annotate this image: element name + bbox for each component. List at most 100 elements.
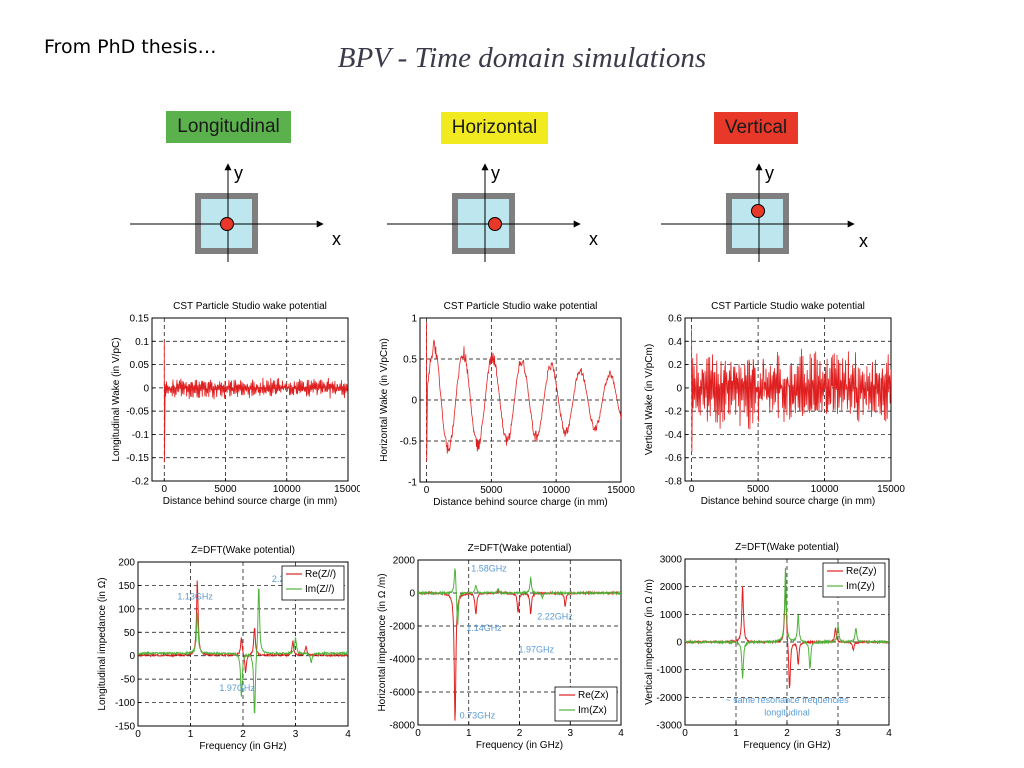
chart-title: Z=DFT(Wake potential): [191, 545, 295, 556]
horizontal-wake-chart: CST Particle Studio wake potential 0 5000 1…: [379, 301, 635, 508]
y-tick-label: 0: [129, 651, 135, 662]
frequency-annotation: 2.22GHz: [537, 611, 573, 621]
y-tick-label: -0.15: [126, 453, 149, 464]
frequency-annotation: longitudinal: [764, 707, 810, 717]
series-trace-im: [685, 567, 889, 679]
legend-box: [822, 562, 886, 598]
x-tick-label: 15000: [877, 484, 905, 495]
legend-entry: Re(Zy): [846, 566, 877, 577]
y-tick-label: 0.5: [403, 355, 417, 366]
longitudinal-wake-chart: CST Particle Studio wake potential 0 5000 1…: [111, 301, 360, 507]
frequency-annotation: 1.97GHz: [518, 644, 554, 654]
legend-entry: Im(Zy): [846, 581, 875, 592]
x-axis-label: x: [589, 229, 598, 249]
x-tick-label: 1: [466, 728, 472, 739]
series-trace-im: [418, 568, 621, 626]
y-tick-label: -1: [408, 478, 417, 489]
slide-title: BPV - Time domain simulations: [337, 42, 707, 74]
frequency-annotation: ~ same resonance frequencies: [725, 695, 849, 705]
horizontal-label: Horizontal: [441, 112, 548, 144]
x-tick-label: 1: [188, 729, 194, 740]
beam-position-marker: [751, 204, 765, 218]
y-axis-label: y: [491, 163, 500, 183]
x-tick-label: 0: [161, 484, 167, 495]
y-axis-label: Horizontal Wake (in V/pCm): [379, 338, 390, 462]
longitudinal-label: Longitudinal: [166, 111, 291, 143]
y-tick-label: 150: [118, 581, 135, 592]
y-axis-label: y: [234, 163, 243, 183]
y-tick-label: -0.5: [400, 437, 418, 448]
y-tick-label: -2000: [656, 693, 682, 704]
frequency-annotation: 1.97GHz: [219, 683, 255, 693]
y-axis-label: Vertical impedance (in Ω /m): [644, 579, 655, 705]
x-tick-label: 1: [733, 728, 739, 739]
x-tick-label: 0: [424, 485, 430, 496]
chart-title: Z=DFT(Wake potential): [735, 542, 839, 553]
y-tick-label: 0.15: [130, 314, 150, 325]
y-tick-label: -8000: [389, 721, 415, 732]
y-tick-label: -6000: [389, 688, 415, 699]
legend-box: [281, 565, 345, 601]
x-tick-label: 4: [886, 728, 892, 739]
y-tick-label: 0.6: [668, 314, 682, 325]
y-tick-label: -50: [121, 675, 136, 686]
x-tick-label: 15000: [334, 484, 360, 495]
legend-entry: Re(Zx): [578, 690, 609, 701]
y-tick-label: 3000: [660, 555, 683, 566]
series-trace-im: [138, 588, 348, 714]
wake-trace: [426, 322, 621, 462]
x-axis-label: Distance behind source charge (in mm): [433, 497, 608, 508]
y-tick-label: -1000: [656, 665, 682, 676]
longitudinal-impedance-chart: Z=DFT(Wake potential) 0 1 2 3 4 -150 -100 -50 0 50…: [97, 545, 351, 752]
x-axis-label: Frequency (in GHz): [743, 740, 830, 751]
legend-entry: Im(Z//): [305, 584, 334, 595]
vertical-impedance-chart: Z=DFT(Wake potential) 0 1 2 3 4 -3000 -2000 -100…: [644, 542, 892, 751]
horizontal-diagram: x y: [387, 163, 598, 262]
legend-box: [554, 686, 618, 722]
x-axis-label: Frequency (in GHz): [199, 741, 286, 752]
vertical-diagram: x y: [661, 163, 868, 262]
series-trace-re: [138, 580, 348, 673]
frequency-annotation: 1.58GHz: [471, 564, 507, 574]
x-axis-label: Distance behind source charge (in mm): [163, 496, 338, 507]
x-tick-label: 3: [835, 728, 841, 739]
x-tick-label: 15000: [607, 485, 635, 496]
y-tick-label: -0.2: [665, 407, 683, 418]
chart-title: CST Particle Studio wake potential: [444, 301, 598, 312]
x-axis-label: Frequency (in GHz): [476, 740, 563, 751]
plot-traces: [426, 322, 621, 462]
plot-traces: [138, 580, 348, 714]
y-tick-label: 0: [143, 383, 149, 394]
y-tick-label: -0.05: [126, 407, 149, 418]
frequency-annotation: 0.73GHz: [460, 710, 496, 720]
y-axis-label: Horizontal impedance (in Ω /m): [377, 573, 388, 711]
y-tick-label: 2000: [660, 582, 683, 593]
series-trace-re: [418, 588, 621, 721]
y-tick-label: -2000: [389, 622, 415, 633]
plot-traces: [685, 567, 889, 689]
x-tick-label: 3: [293, 729, 299, 740]
beam-pipe-diagrams: x y x y x y: [130, 163, 868, 262]
y-tick-label: -4000: [389, 655, 415, 666]
chart-legend: Re(Z//) Im(Z//): [281, 565, 345, 601]
plot-traces: [691, 329, 891, 452]
horizontal-impedance-chart: Z=DFT(Wake potential) 0 1 2 3 4 -8000 -6000 -400…: [377, 543, 624, 751]
y-tick-label: 2000: [393, 556, 416, 567]
y-tick-label: -0.1: [132, 430, 150, 441]
x-tick-label: 5000: [480, 485, 503, 496]
vertical-wake-chart: CST Particle Studio wake potential 0 5000 1…: [644, 301, 905, 507]
legend-entry: Im(Zx): [578, 705, 607, 716]
chart-title: CST Particle Studio wake potential: [173, 301, 327, 312]
y-tick-label: -0.8: [665, 477, 683, 488]
y-tick-label: 0: [409, 589, 415, 600]
x-tick-label: 10000: [273, 484, 301, 495]
x-tick-label: 2: [240, 729, 246, 740]
plot-area: [151, 317, 349, 482]
y-tick-label: -0.4: [665, 430, 683, 441]
y-axis-label: Vertical Wake (in V/pCm): [644, 344, 655, 455]
x-tick-label: 5000: [747, 484, 770, 495]
x-tick-label: 0: [682, 728, 688, 739]
x-tick-label: 0: [689, 484, 695, 495]
y-tick-label: 0.1: [135, 337, 149, 348]
x-axis-label: x: [332, 229, 341, 249]
